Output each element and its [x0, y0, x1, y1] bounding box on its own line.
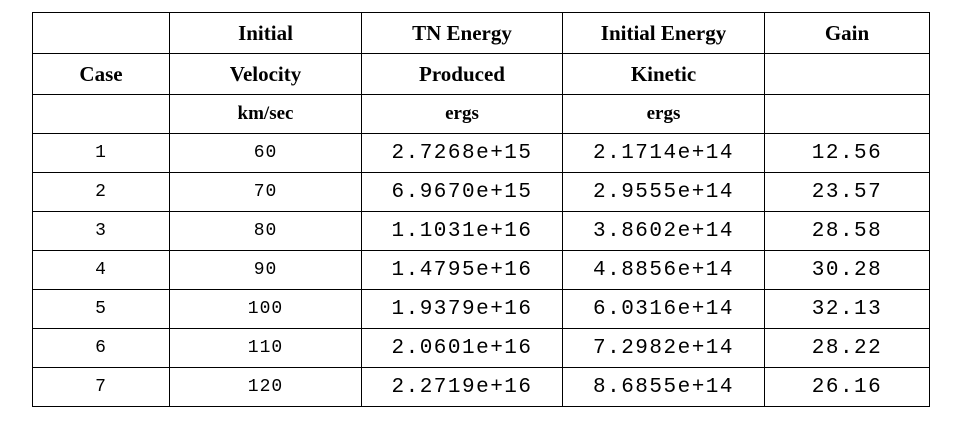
- cell-kinetic-energy: 3.8602e+14: [562, 211, 765, 251]
- cell-case: 2: [32, 172, 170, 212]
- header-case-units-blank: [32, 94, 170, 134]
- header-gain-blank: [764, 53, 930, 95]
- table-row: 4 90 1.4795e+16 4.8856e+14 30.28: [32, 250, 930, 290]
- cell-tn-energy: 1.1031e+16: [361, 211, 563, 251]
- cell-tn-energy: 2.0601e+16: [361, 328, 563, 368]
- table-row: 3 80 1.1031e+16 3.8602e+14 28.58: [32, 211, 930, 251]
- cell-gain: 23.57: [764, 172, 930, 212]
- cell-velocity: 60: [169, 133, 362, 173]
- cell-tn-energy: 2.2719e+16: [361, 367, 563, 407]
- header-ke-unit: ergs: [562, 94, 765, 134]
- cell-kinetic-energy: 4.8856e+14: [562, 250, 765, 290]
- table-row: 6 110 2.0601e+16 7.2982e+14 28.22: [32, 328, 930, 368]
- cell-case: 3: [32, 211, 170, 251]
- cell-gain: 28.58: [764, 211, 930, 251]
- table-row: 2 70 6.9670e+15 2.9555e+14 23.57: [32, 172, 930, 212]
- cell-case: 4: [32, 250, 170, 290]
- cell-case: 1: [32, 133, 170, 173]
- header-velocity-line1: Initial: [169, 12, 362, 54]
- cell-velocity: 80: [169, 211, 362, 251]
- header-row-units: km/sec ergs ergs: [32, 94, 930, 134]
- cell-kinetic-energy: 7.2982e+14: [562, 328, 765, 368]
- header-gain: Gain: [764, 12, 930, 54]
- cell-kinetic-energy: 6.0316e+14: [562, 289, 765, 329]
- cell-case: 7: [32, 367, 170, 407]
- cell-gain: 30.28: [764, 250, 930, 290]
- header-gain-units-blank: [764, 94, 930, 134]
- table-row: 5 100 1.9379e+16 6.0316e+14 32.13: [32, 289, 930, 329]
- cell-case: 6: [32, 328, 170, 368]
- results-table: Initial TN Energy Initial Energy Gain Ca…: [32, 12, 930, 407]
- cell-tn-energy: 6.9670e+15: [361, 172, 563, 212]
- header-velocity-line2: Velocity: [169, 53, 362, 95]
- header-velocity-unit: km/sec: [169, 94, 362, 134]
- cell-gain: 32.13: [764, 289, 930, 329]
- cell-kinetic-energy: 2.9555e+14: [562, 172, 765, 212]
- table-row: 1 60 2.7268e+15 2.1714e+14 12.56: [32, 133, 930, 173]
- table-row: 7 120 2.2719e+16 8.6855e+14 26.16: [32, 367, 930, 407]
- cell-gain: 12.56: [764, 133, 930, 173]
- cell-case: 5: [32, 289, 170, 329]
- cell-velocity: 120: [169, 367, 362, 407]
- cell-gain: 28.22: [764, 328, 930, 368]
- cell-gain: 26.16: [764, 367, 930, 407]
- header-row-1: Initial TN Energy Initial Energy Gain: [32, 12, 930, 54]
- cell-kinetic-energy: 2.1714e+14: [562, 133, 765, 173]
- header-ke-line2: Kinetic: [562, 53, 765, 95]
- cell-tn-energy: 1.4795e+16: [361, 250, 563, 290]
- header-tn-line1: TN Energy: [361, 12, 563, 54]
- cell-velocity: 70: [169, 172, 362, 212]
- cell-velocity: 100: [169, 289, 362, 329]
- header-case-top: [32, 12, 170, 54]
- cell-tn-energy: 1.9379e+16: [361, 289, 563, 329]
- header-ke-line1: Initial Energy: [562, 12, 765, 54]
- header-row-2: Case Velocity Produced Kinetic: [32, 53, 930, 95]
- header-tn-line2: Produced: [361, 53, 563, 95]
- header-case: Case: [32, 53, 170, 95]
- cell-tn-energy: 2.7268e+15: [361, 133, 563, 173]
- cell-velocity: 110: [169, 328, 362, 368]
- header-tn-unit: ergs: [361, 94, 563, 134]
- cell-kinetic-energy: 8.6855e+14: [562, 367, 765, 407]
- cell-velocity: 90: [169, 250, 362, 290]
- table-body: Initial TN Energy Initial Energy Gain Ca…: [32, 12, 930, 407]
